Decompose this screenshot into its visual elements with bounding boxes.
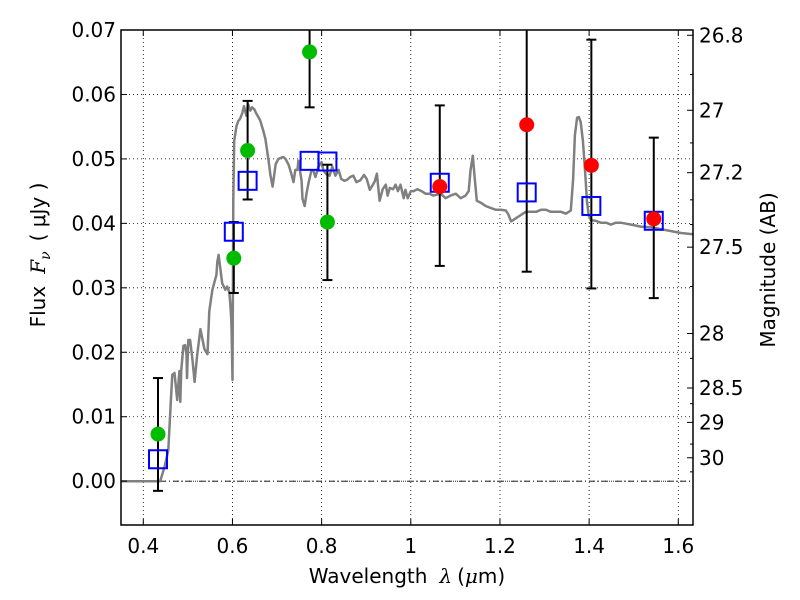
observed-point xyxy=(519,117,535,133)
model-photometry-square xyxy=(237,170,258,191)
y2-tick-label: 30 xyxy=(699,446,724,470)
observed-point xyxy=(226,250,242,266)
x-tick-label: 1.6 xyxy=(662,534,694,558)
observed-point xyxy=(583,157,599,173)
x-tick-label: 0.6 xyxy=(217,534,249,558)
grid xyxy=(121,29,693,525)
model-photometry-square xyxy=(148,449,169,470)
model-photometry-square xyxy=(317,151,338,172)
y-tick-label: 0.02 xyxy=(71,340,116,364)
x-tick-label: 1.4 xyxy=(573,534,605,558)
y2-axis-label: Magnitude (AB) xyxy=(756,192,780,347)
y2-tick-label: 27 xyxy=(699,98,724,122)
observed-point xyxy=(646,211,662,227)
model-photometry-square xyxy=(299,150,320,171)
y-tick-label: 0.00 xyxy=(71,469,116,493)
x-tick-label: 0.4 xyxy=(127,534,159,558)
y2-tick-label: 28 xyxy=(699,322,724,346)
model-photometry-square xyxy=(516,182,537,203)
y-tick-label: 0.07 xyxy=(71,18,116,42)
y2-tick-label: 28.5 xyxy=(699,376,744,400)
plot-content xyxy=(121,30,693,492)
y2-tick-label: 27.5 xyxy=(699,235,744,259)
y-tick-label: 0.05 xyxy=(71,147,116,171)
model-spectrum-line xyxy=(121,102,693,483)
y-axis-label: FluxFν( μJy ) xyxy=(26,183,54,328)
observed-point xyxy=(302,44,318,60)
model-photometry-square xyxy=(223,221,244,242)
axis-ticks: 0.4 0.6 0.8 1 1.2 1.4 1.6 0.00 0.01 0.02 0.03 0.04 0… xyxy=(71,18,743,558)
model-photometry-square xyxy=(581,195,602,216)
y-tick-label: 0.01 xyxy=(71,405,116,429)
y2-tick-label: 29 xyxy=(699,410,724,434)
x-tick-label: 0.8 xyxy=(306,534,338,558)
observed-point xyxy=(432,179,448,195)
x-tick-label: 1.2 xyxy=(484,534,516,558)
y-tick-label: 0.06 xyxy=(71,82,116,106)
y2-tick-label: 27.2 xyxy=(699,161,744,185)
plot-frame xyxy=(120,29,694,526)
x-axis-label: Wavelength λ (μm) xyxy=(309,564,505,588)
y-tick-label: 0.03 xyxy=(71,276,116,300)
observed-point xyxy=(150,426,166,442)
observed-point xyxy=(319,214,335,230)
x-tick-label: 1 xyxy=(404,534,417,558)
y-tick-label: 0.04 xyxy=(71,211,116,235)
observed-point xyxy=(240,143,256,159)
y2-tick-label: 26.8 xyxy=(699,23,744,47)
